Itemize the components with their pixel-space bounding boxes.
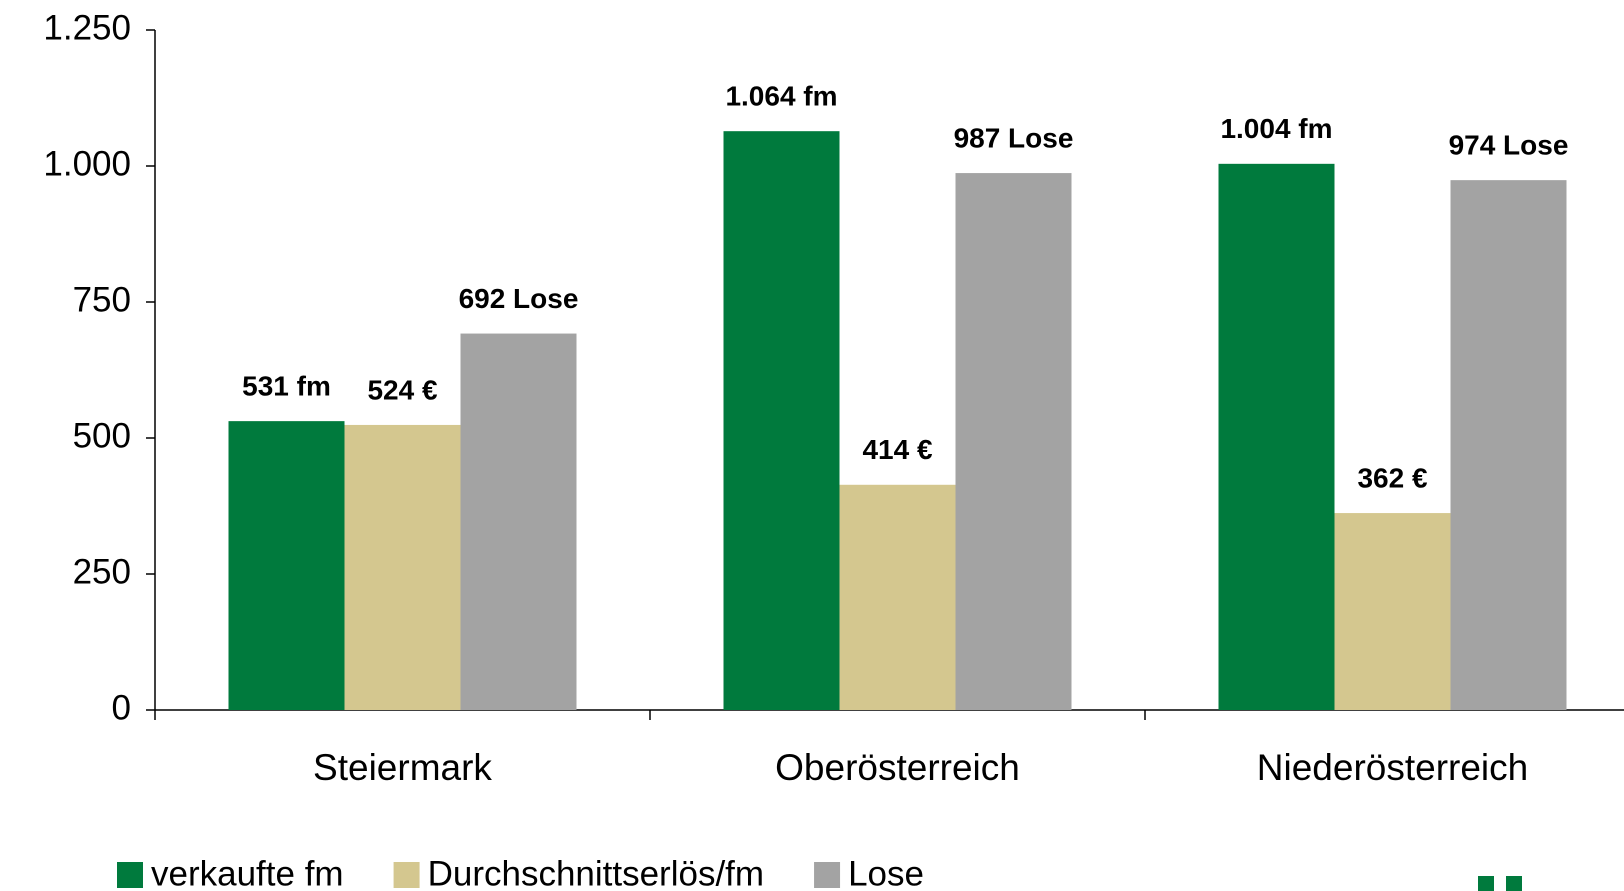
bar — [1334, 513, 1451, 710]
bar — [228, 421, 345, 710]
value-label: 1.004 fm — [1220, 113, 1332, 144]
legend-swatch — [117, 862, 143, 888]
bar — [955, 173, 1072, 710]
value-label: 692 Lose — [459, 283, 579, 314]
value-label: 524 € — [367, 374, 437, 405]
value-label: 1.064 fm — [725, 81, 837, 112]
bar — [839, 484, 956, 710]
value-label: 987 Lose — [954, 122, 1074, 153]
value-label: 362 € — [1357, 462, 1427, 493]
y-tick-label: 250 — [73, 552, 131, 591]
y-tick-label: 1.250 — [43, 8, 131, 47]
bar — [460, 333, 577, 710]
legend-swatch — [393, 862, 420, 888]
bar — [1218, 163, 1335, 711]
legend-label: Lose — [848, 854, 924, 891]
y-tick-label: 1.000 — [43, 144, 131, 183]
y-tick-label: 750 — [73, 280, 131, 319]
logo — [1506, 876, 1522, 891]
logo — [1478, 876, 1494, 891]
value-label: 531 fm — [242, 371, 331, 402]
legend-label: Durchschnittserlös/fm — [428, 854, 764, 891]
bar — [1450, 180, 1567, 711]
bar — [344, 424, 461, 710]
value-label: 974 Lose — [1449, 130, 1569, 161]
x-tick-label: Oberösterreich — [775, 747, 1020, 788]
y-tick-label: 500 — [73, 416, 131, 455]
x-tick-label: Niederösterreich — [1257, 747, 1528, 788]
legend-swatch — [814, 862, 841, 888]
legend-label: verkaufte fm — [151, 854, 344, 891]
bar — [723, 131, 840, 710]
y-tick-label: 0 — [112, 688, 131, 727]
x-tick-label: Steiermark — [313, 747, 492, 788]
value-label: 414 € — [862, 434, 932, 465]
